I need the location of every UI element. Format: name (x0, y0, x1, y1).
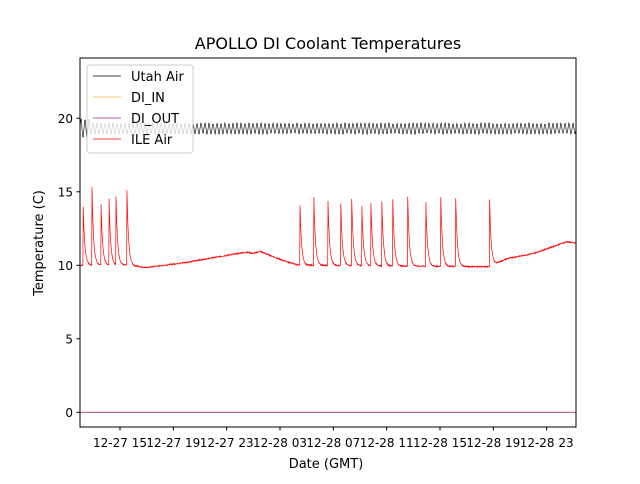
x-tick-label: 12-28 19 (466, 436, 520, 450)
axis-ticks: 0 5 10 15 20 12-27 15 12-27 19 12-27 23 12-28 03… (58, 112, 574, 450)
legend-entry: DI_OUT (131, 112, 179, 127)
series-ile-air-line (80, 186, 576, 269)
y-axis-label: Temperature (C) (32, 190, 47, 297)
y-tick-label: 15 (58, 185, 73, 199)
x-tick-label: 12-28 07 (306, 436, 360, 450)
legend-box (86, 64, 194, 154)
y-tick-label: 5 (65, 332, 73, 346)
legend-entry: Utah Air (131, 70, 184, 85)
axes-frame (79, 57, 577, 428)
plot-area (80, 117, 576, 413)
x-tick-label: 12-28 03 (253, 436, 307, 450)
legend: Utah Air DI_IN DI_OUT ILE Air (86, 64, 194, 154)
x-tick-label: 12-28 11 (360, 436, 414, 450)
x-tick-label: 12-28 15 (413, 436, 467, 450)
y-tick-label: 0 (65, 406, 73, 420)
legend-entry: DI_IN (131, 91, 165, 106)
x-tick-label: 12-27 23 (200, 436, 254, 450)
y-tick-label: 10 (58, 259, 73, 273)
y-tick-label: 20 (58, 112, 73, 126)
legend-entry: ILE Air (131, 133, 173, 148)
x-tick-label: 12-28 23 (520, 436, 574, 450)
chart-title: APOLLO DI Coolant Temperatures (195, 34, 461, 53)
x-tick-label: 12-27 15 (93, 436, 147, 450)
x-tick-label: 12-27 19 (146, 436, 200, 450)
x-axis-label: Date (GMT) (289, 457, 364, 472)
